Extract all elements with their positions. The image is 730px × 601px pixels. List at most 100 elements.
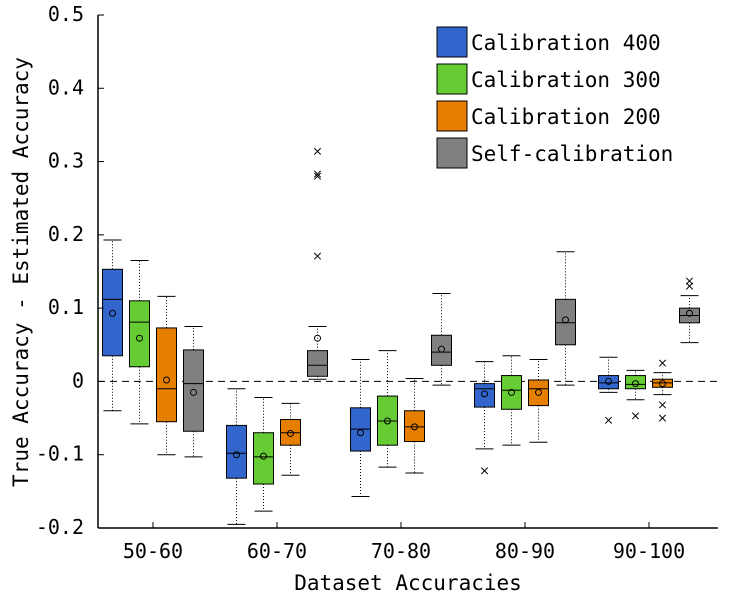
box-body — [555, 298, 576, 346]
outlier-stroke — [685, 282, 694, 290]
box-body — [253, 432, 274, 485]
box-2-1 — [377, 350, 398, 468]
mean-marker — [233, 451, 240, 459]
mean-marker — [411, 423, 418, 431]
mean-marker — [357, 429, 364, 437]
outlier-stroke — [658, 401, 667, 409]
mean-marker — [562, 316, 569, 324]
box-3-0 — [474, 361, 495, 475]
y-tick-label: -0.2 — [36, 515, 84, 539]
outlier-marker — [313, 252, 322, 260]
outlier-stroke — [313, 147, 322, 155]
box-body — [625, 375, 646, 390]
box-0-3 — [183, 325, 204, 458]
outlier-marker — [480, 467, 489, 475]
legend-item: Calibration 400 — [436, 26, 661, 58]
outlier-stroke — [658, 359, 667, 367]
outlier-marker — [313, 147, 322, 155]
mean-marker — [260, 452, 267, 460]
box-0-1 — [129, 260, 150, 425]
mean-marker — [686, 309, 693, 317]
mean-marker — [136, 334, 143, 342]
box-4-0 — [598, 356, 619, 424]
outlier-stroke — [658, 414, 667, 422]
legend: Calibration 400 Calibration 300 Calibratio… — [436, 26, 673, 169]
box-body — [474, 383, 495, 408]
mean-marker — [508, 388, 515, 396]
legend-swatch — [436, 26, 468, 58]
box-4-1 — [625, 369, 646, 420]
outlier-stroke — [604, 416, 613, 424]
outlier-stroke — [480, 467, 489, 475]
box-4-2 — [652, 359, 673, 422]
box-4-3 — [679, 277, 700, 344]
axes-layer: -0.2 -0.1 0 0.1 0.2 0.3 0.4 0.5 50-60 60-70 70-80 8… — [36, 2, 718, 563]
box-1-2 — [280, 402, 301, 476]
legend-label: Calibration 200 — [471, 105, 661, 129]
legend-label: Calibration 400 — [471, 31, 661, 55]
y-tick-label: -0.1 — [36, 442, 84, 466]
box-body — [183, 349, 204, 432]
x-tick-label: 90-100 — [613, 539, 685, 563]
legend-swatch — [436, 100, 468, 132]
outlier-stroke — [313, 172, 322, 180]
box-0-2 — [156, 295, 177, 456]
outlier-marker — [685, 277, 694, 285]
outlier-stroke — [685, 277, 694, 285]
box-body — [598, 375, 619, 390]
mean-marker — [481, 390, 488, 398]
box-1-0 — [226, 388, 247, 525]
outlier-marker — [658, 359, 667, 367]
outlier-marker — [604, 416, 613, 424]
mean-marker — [659, 380, 666, 388]
mean-marker — [190, 388, 197, 396]
box-body — [501, 375, 522, 410]
box-0-0 — [102, 239, 123, 412]
box-2-2 — [404, 377, 425, 474]
legend-swatch — [436, 137, 468, 169]
mean-marker — [605, 377, 612, 385]
box-body — [431, 334, 452, 366]
box-3-3 — [555, 251, 576, 386]
mean-marker — [384, 417, 391, 425]
outlier-marker — [685, 282, 694, 290]
x-tick-label: 50-60 — [123, 539, 183, 563]
x-tick-label: 80-90 — [495, 539, 555, 563]
y-tick-label: 0.3 — [48, 149, 84, 173]
box-body — [307, 350, 328, 377]
outlier-marker — [631, 412, 640, 420]
box-body — [404, 410, 425, 443]
box-body — [156, 327, 177, 423]
x-tick-label: 70-80 — [371, 539, 431, 563]
box-3-2 — [528, 358, 549, 443]
box-body — [102, 268, 123, 357]
box-2-0 — [350, 358, 371, 497]
mean-marker — [632, 380, 639, 388]
mean-marker — [109, 309, 116, 317]
box-body — [129, 300, 150, 368]
outlier-marker — [658, 401, 667, 409]
y-tick-label: 0.5 — [48, 2, 84, 26]
mean-marker — [438, 345, 445, 353]
outlier-stroke — [313, 252, 322, 260]
legend-item: Calibration 200 — [436, 100, 661, 132]
y-tick-label: 0.4 — [48, 75, 84, 99]
box-body — [528, 379, 549, 407]
outlier-stroke — [631, 412, 640, 420]
box-2-3 — [431, 292, 452, 386]
boxes-layer — [102, 147, 700, 525]
x-axis-label: Dataset Accuracies — [294, 571, 522, 595]
legend-label: Calibration 300 — [471, 68, 661, 92]
mean-marker — [314, 334, 321, 342]
outlier-stroke — [313, 170, 322, 178]
outlier-marker — [658, 414, 667, 422]
y-tick-label: 0.1 — [48, 295, 84, 319]
box-3-1 — [501, 355, 522, 446]
mean-marker — [535, 388, 542, 396]
outlier-marker — [313, 170, 322, 178]
legend-item: Calibration 300 — [436, 63, 661, 95]
y-tick-label: 0 — [72, 368, 84, 392]
y-axis-label: True Accuracy - Estimated Accuracy — [9, 57, 33, 487]
mean-marker — [287, 429, 294, 437]
